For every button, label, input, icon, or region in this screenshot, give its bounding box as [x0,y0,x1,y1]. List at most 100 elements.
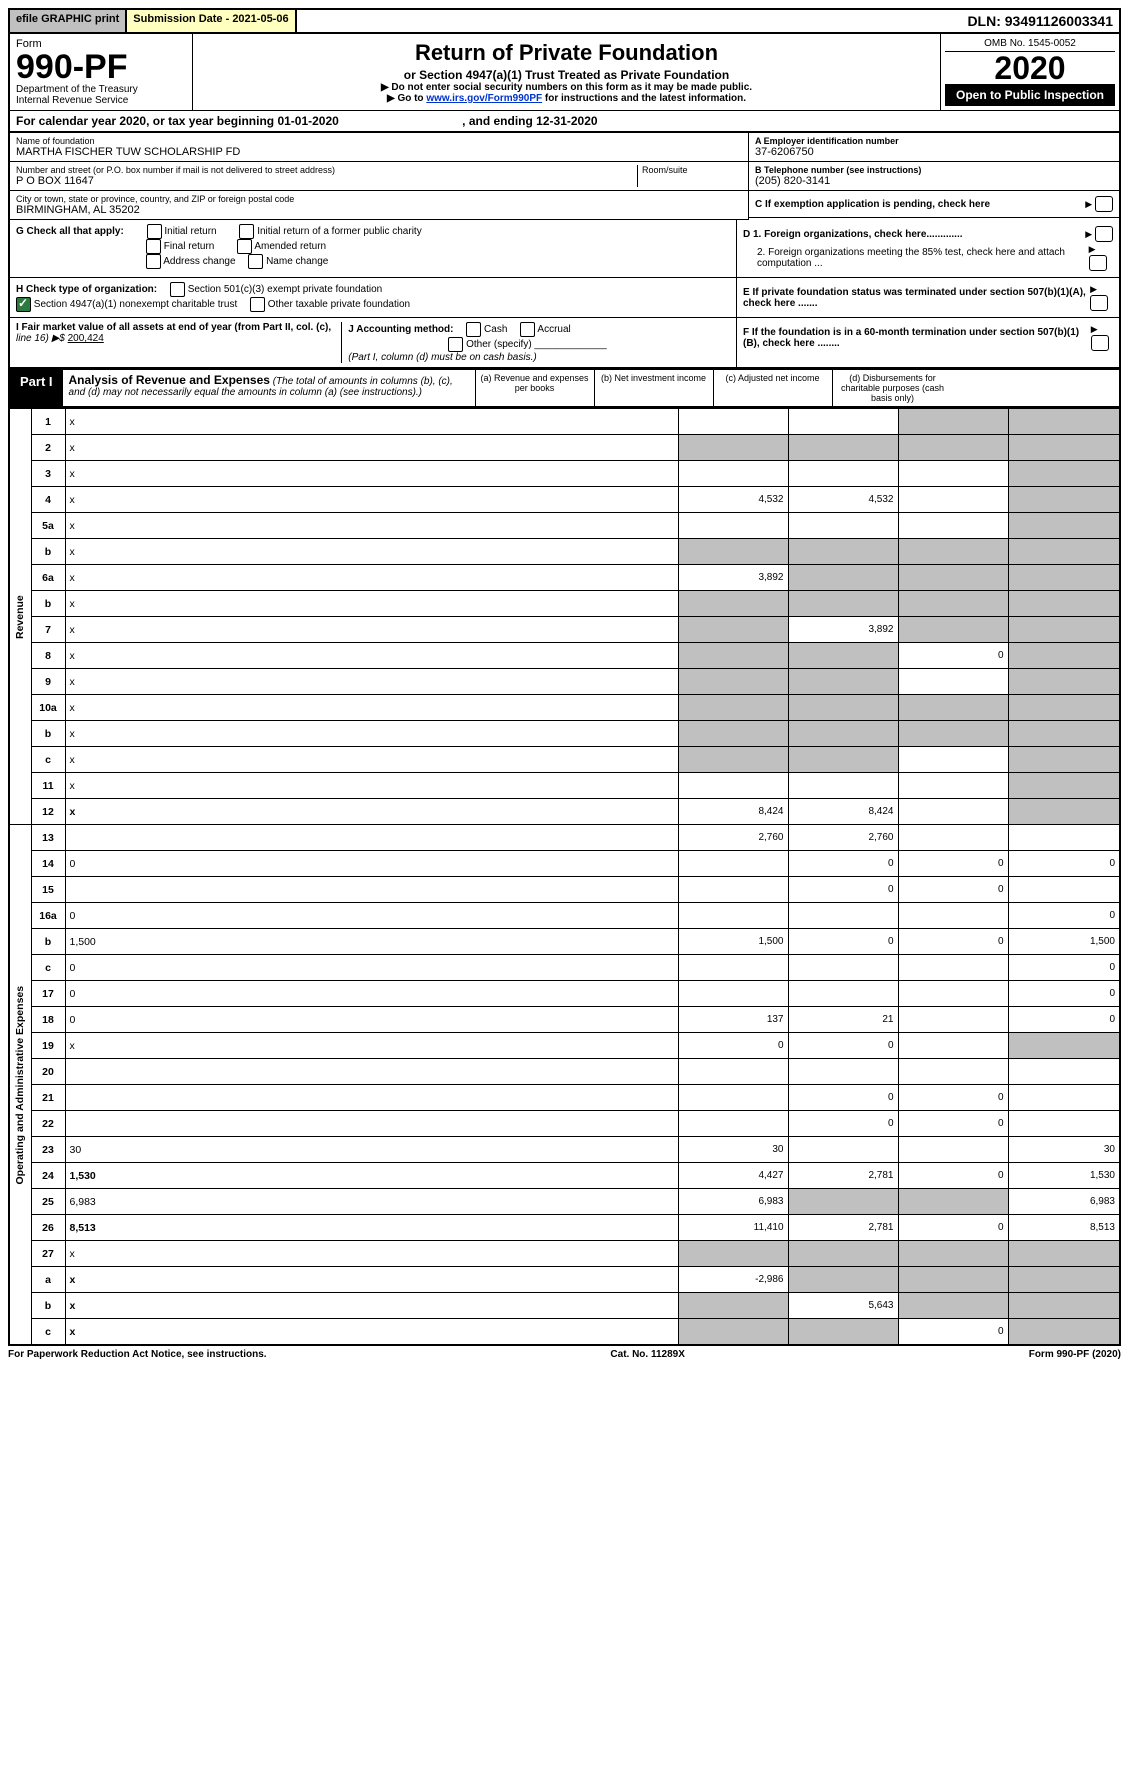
checkbox-d2[interactable] [1089,255,1107,271]
e-section: E If private foundation status was termi… [736,278,1119,317]
table-row: 1700 [9,981,1120,1007]
part1-table: Revenue1x2x3x4x4,5324,5325axbx6ax3,892bx… [8,408,1121,1346]
cell-c [898,695,1008,721]
col-c: (c) Adjusted net income [713,370,832,406]
line-description: x [65,1293,678,1319]
line-description [65,1085,678,1111]
table-row: 16a00 [9,903,1120,929]
top-bar: efile GRAPHIC print Submission Date - 20… [8,8,1121,34]
cell-c [898,1007,1008,1033]
checkbox-c[interactable] [1095,196,1113,212]
chk-initial[interactable] [147,224,162,239]
cell-b [788,903,898,929]
section-gd: G Check all that apply: Initial return I… [8,220,1121,278]
cell-d: 1,530 [1008,1163,1120,1189]
checkbox-e[interactable] [1090,295,1108,311]
table-row: 2x [9,435,1120,461]
cell-d [1008,539,1120,565]
cell-a: 4,532 [678,487,788,513]
cell-c [898,1189,1008,1215]
line-number: 23 [31,1137,65,1163]
form-id-block: Form 990-PF Department of the Treasury I… [10,34,193,110]
table-row: Revenue1x [9,409,1120,435]
part1-desc: Analysis of Revenue and Expenses (The to… [63,370,475,406]
line-description: x [65,409,678,435]
table-row: 256,9836,9836,983 [9,1189,1120,1215]
checkbox-f[interactable] [1091,335,1109,351]
revenue-label: Revenue [9,409,31,825]
chk-other[interactable] [448,337,463,352]
cell-a: 137 [678,1007,788,1033]
chk-amended[interactable] [237,239,252,254]
chk-final[interactable] [146,239,161,254]
line-description [65,877,678,903]
dln: DLN: 93491126003341 [961,10,1119,32]
cell-a [678,747,788,773]
cell-b [788,1267,898,1293]
line-number: b [31,591,65,617]
table-row: 8x0 [9,643,1120,669]
form-ref: Form 990-PF (2020) [1029,1349,1121,1360]
cell-a [678,669,788,695]
chk-name[interactable] [248,254,263,269]
chk-other-taxable[interactable] [250,297,265,312]
cell-d [1008,435,1120,461]
cell-d [1008,513,1120,539]
cell-d [1008,1241,1120,1267]
tax-year: 2020 [945,52,1115,84]
line-description: x [65,773,678,799]
chk-cash[interactable] [466,322,481,337]
cell-b [788,721,898,747]
line-number: 22 [31,1111,65,1137]
chk-accrual[interactable] [520,322,535,337]
cell-c [898,669,1008,695]
cell-a [678,539,788,565]
cell-c: 0 [898,877,1008,903]
cell-d: 0 [1008,1007,1120,1033]
line-number: 19 [31,1033,65,1059]
cell-a [678,643,788,669]
table-row: cx [9,747,1120,773]
checkbox-d1[interactable] [1095,226,1113,242]
chk-4947[interactable] [16,297,31,312]
cell-a: 0 [678,1033,788,1059]
irs-link[interactable]: www.irs.gov/Form990PF [426,93,542,104]
line-number: 1 [31,409,65,435]
cell-c [898,1293,1008,1319]
note-link: ▶ Go to www.irs.gov/Form990PF for instru… [201,93,932,104]
table-row: 180137210 [9,1007,1120,1033]
cell-b: 0 [788,1111,898,1137]
line-number: 9 [31,669,65,695]
cell-a [678,1085,788,1111]
line-number: 13 [31,825,65,851]
cell-b: 5,643 [788,1293,898,1319]
cell-b [788,565,898,591]
cell-c [898,1059,1008,1085]
arrow-icon [1091,324,1098,335]
cell-c [898,487,1008,513]
arrow-icon [1090,284,1097,295]
line-description: 6,983 [65,1189,678,1215]
cell-d [1008,747,1120,773]
arrow-icon [1085,199,1092,210]
line-number: 25 [31,1189,65,1215]
line-number: 26 [31,1215,65,1241]
cell-a: 11,410 [678,1215,788,1241]
cell-c [898,1033,1008,1059]
line-number: 12 [31,799,65,825]
cell-c [898,1267,1008,1293]
submission-date: Submission Date - 2021-05-06 [127,10,296,32]
section-he: H Check type of organization: Section 50… [8,278,1121,318]
cell-b [788,461,898,487]
chk-initial-former[interactable] [239,224,254,239]
cell-b: 0 [788,1033,898,1059]
line-description: 0 [65,903,678,929]
line-description: x [65,617,678,643]
chk-address[interactable] [146,254,161,269]
chk-501c3[interactable] [170,282,185,297]
cell-b: 2,781 [788,1215,898,1241]
line-description: 0 [65,981,678,1007]
line-number: 18 [31,1007,65,1033]
table-row: 19x00 [9,1033,1120,1059]
efile-print-btn[interactable]: efile GRAPHIC print [10,10,127,32]
